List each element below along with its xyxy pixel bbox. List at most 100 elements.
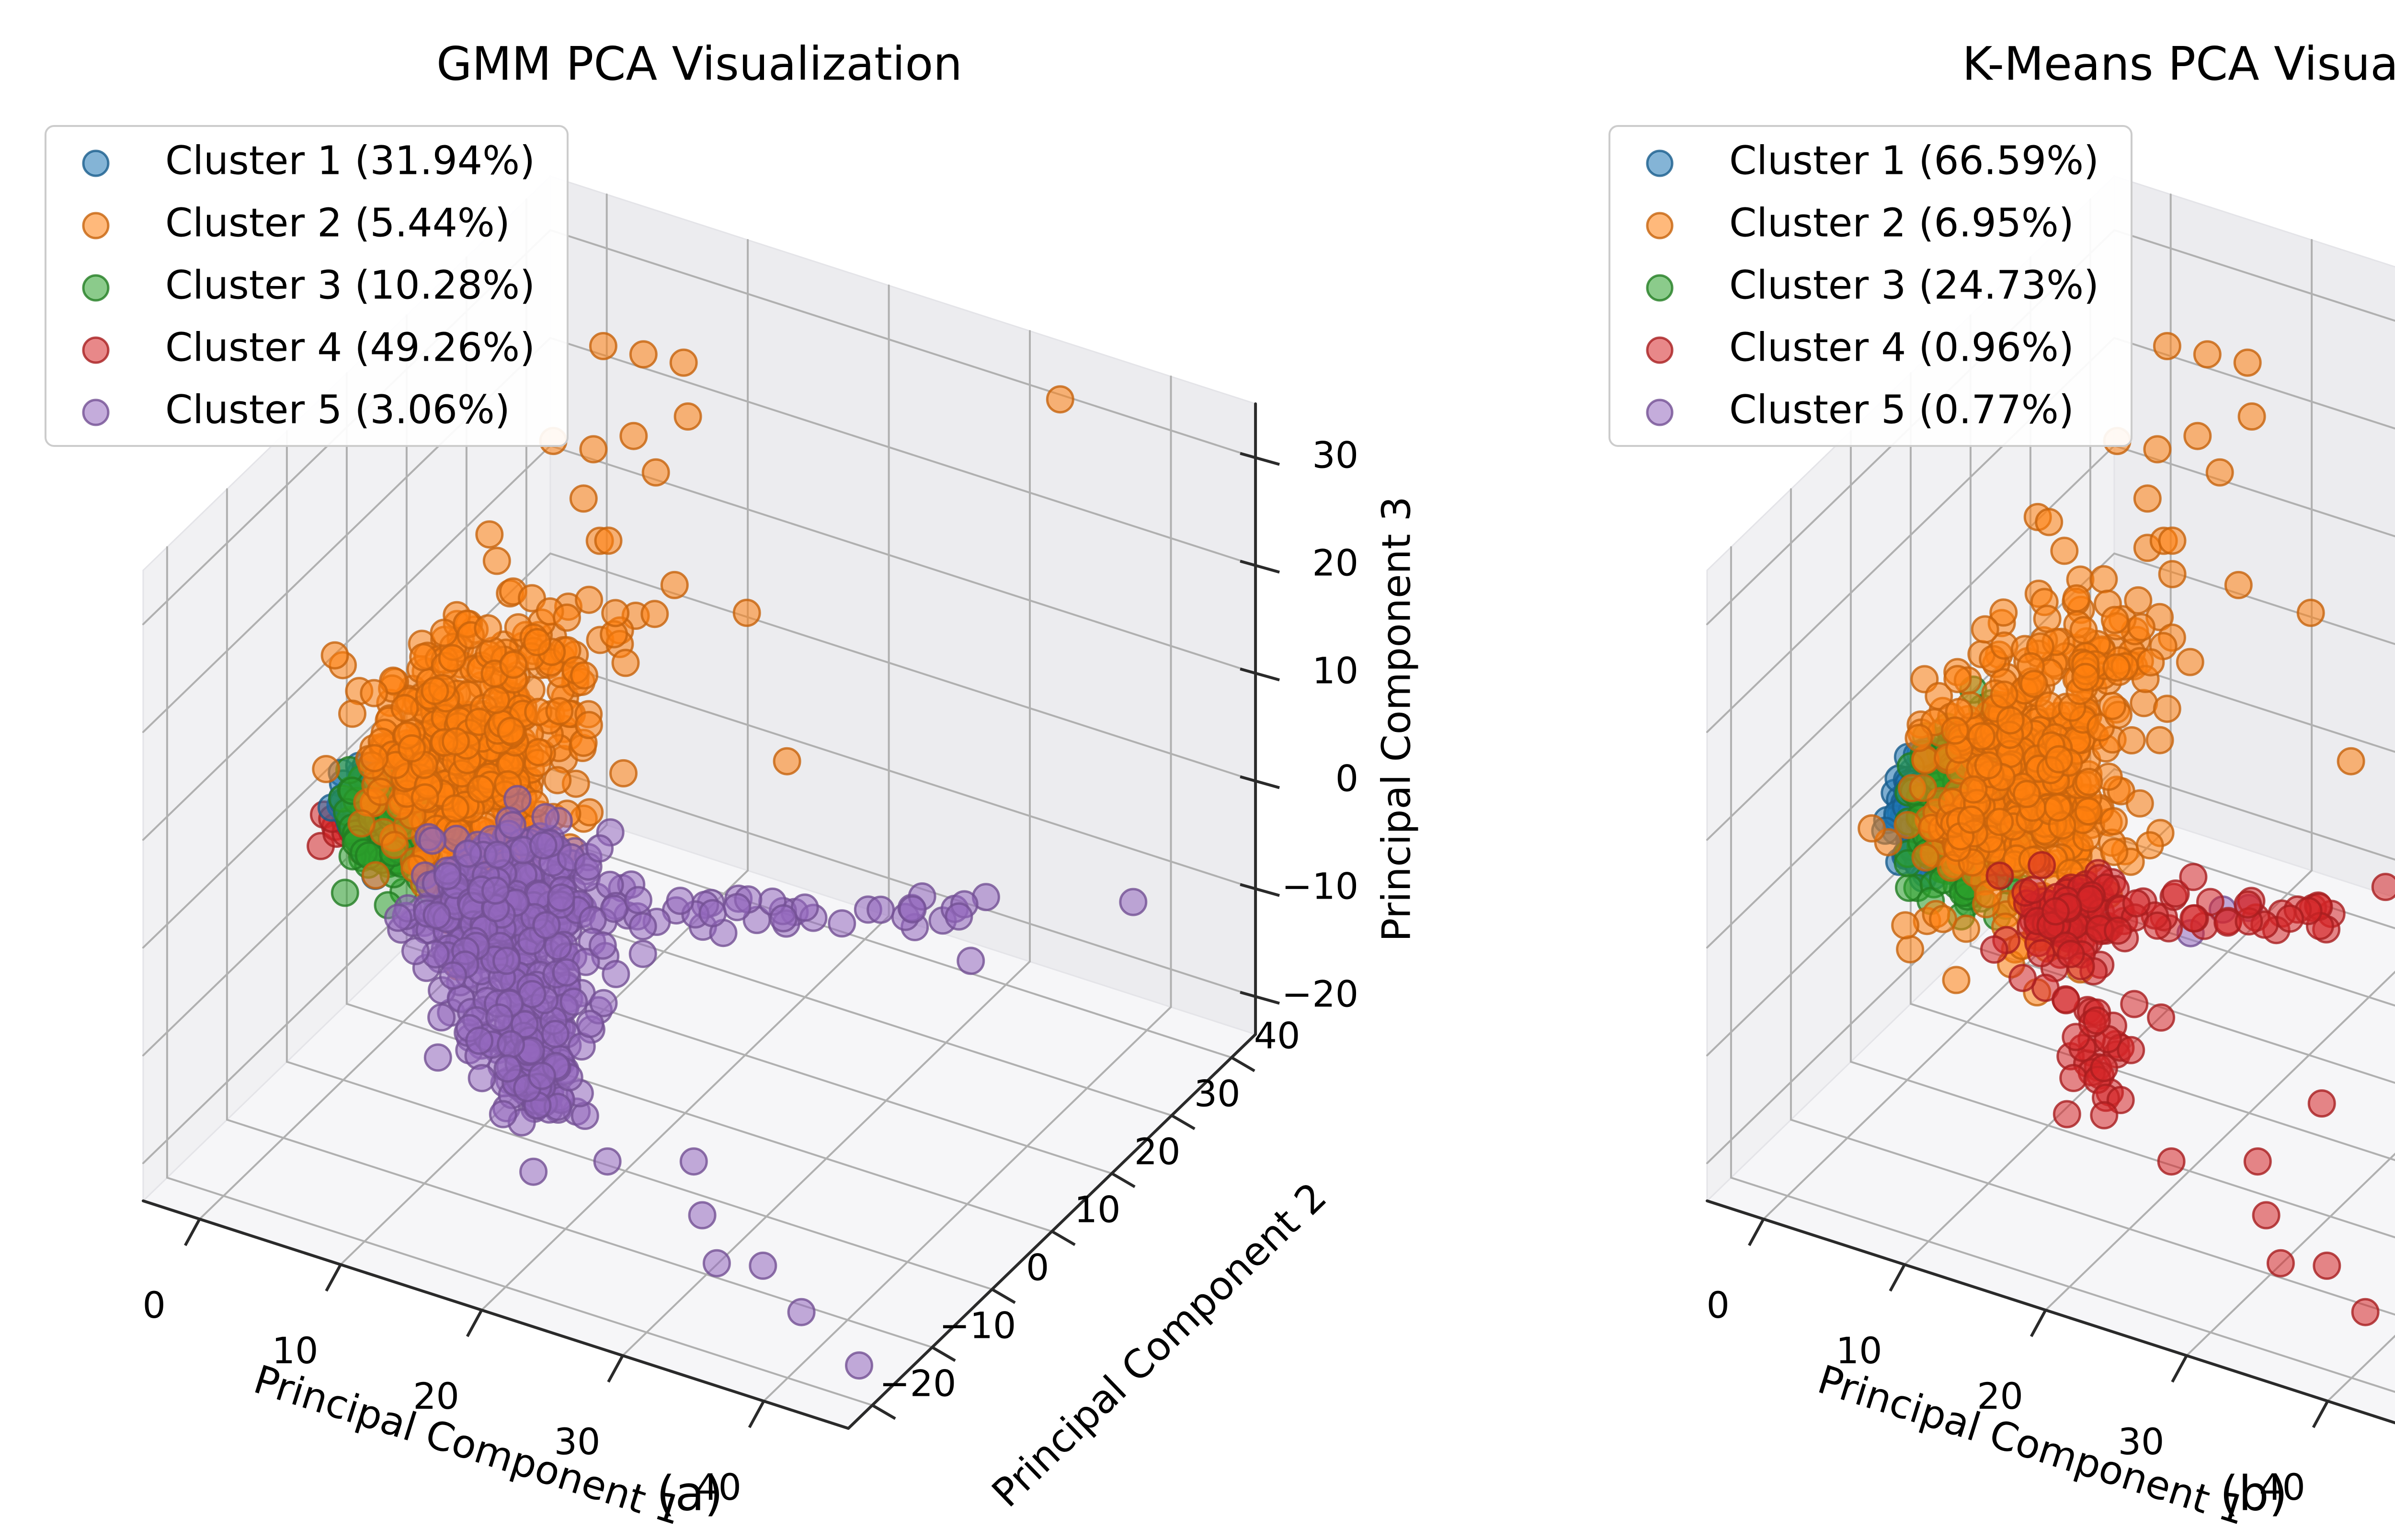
data-point [523, 628, 551, 656]
data-point [2161, 879, 2190, 908]
grid-z-rightwall [549, 445, 1257, 674]
data-point [2028, 851, 2056, 879]
data-point [2059, 1064, 2088, 1092]
data-point [628, 912, 657, 941]
grid-z-rightwall [549, 337, 1257, 567]
data-point [1943, 665, 1972, 694]
data-point [2050, 536, 2079, 565]
legend: Cluster 1 (66.59%) Cluster 2 (6.95%) Clust… [1608, 125, 2133, 447]
data-point [483, 841, 512, 869]
z-tick-label: 20 [1312, 541, 1358, 584]
legend-marker [82, 399, 110, 426]
data-point [312, 755, 341, 783]
data-point [423, 1043, 452, 1072]
legend-marker [1646, 399, 1674, 426]
data-point [475, 520, 504, 549]
data-point [390, 694, 419, 722]
data-point [749, 1251, 777, 1280]
data-point [1891, 911, 1920, 940]
data-point [2099, 807, 2128, 835]
data-point [2122, 889, 2151, 918]
data-point [1971, 615, 1999, 644]
z-tick-mark [1240, 559, 1280, 574]
data-point [2234, 890, 2262, 919]
data-point [492, 947, 521, 975]
x-tick-label: 20 [413, 1375, 459, 1417]
data-point [2157, 1147, 2186, 1176]
data-point [594, 526, 623, 555]
x-tick-mark [748, 1400, 765, 1428]
legend-marker [82, 274, 110, 302]
data-point [679, 1147, 708, 1176]
data-point [2158, 526, 2187, 555]
data-point [611, 649, 640, 677]
z-tick-mark [1240, 667, 1280, 682]
data-point [574, 711, 603, 740]
data-point [1967, 722, 1996, 751]
data-point [2147, 1003, 2176, 1032]
x-axis-spine [1705, 1199, 2395, 1425]
data-point [481, 876, 510, 905]
y-tick-mark [1051, 1230, 1076, 1246]
data-point [2062, 584, 2091, 613]
data-point [2053, 1100, 2081, 1129]
data-point [673, 402, 702, 431]
data-point [2100, 838, 2129, 866]
data-point [2069, 616, 2098, 644]
data-point [2033, 605, 2062, 633]
data-point [380, 831, 409, 859]
data-point [1911, 843, 1940, 872]
data-point [545, 697, 574, 726]
data-point [2183, 422, 2212, 450]
data-point [347, 809, 376, 838]
y-tick-label: 0 [1026, 1246, 1049, 1289]
legend-marker [82, 149, 110, 177]
subplot-letter-label: (b) [2220, 1465, 2288, 1521]
data-point [401, 937, 430, 965]
legend-marker [82, 212, 110, 240]
axis-spines [1705, 1199, 2395, 1425]
legend-marker [1646, 336, 1674, 364]
data-point [1893, 811, 1922, 839]
x-tick-mark [2312, 1400, 2329, 1428]
data-point [2135, 831, 2164, 860]
data-point [2276, 904, 2304, 933]
x-tick-label: 10 [272, 1329, 319, 1372]
data-point [433, 862, 462, 890]
data-point [609, 759, 638, 787]
x-axis-label: Principal Component 1 [249, 1357, 687, 1534]
data-point [1909, 774, 1938, 802]
data-point [2071, 662, 2100, 691]
data-point [2351, 1298, 2380, 1326]
x-tick-label: 20 [1977, 1375, 2023, 1417]
z-tick-mark [1240, 883, 1280, 897]
grid-z-rightwall [2113, 445, 2395, 537]
data-point [2090, 1101, 2119, 1129]
data-point [569, 484, 598, 513]
data-point [2008, 964, 2037, 992]
data-point [543, 766, 572, 795]
data-point [2102, 653, 2131, 682]
y-tick-label: −20 [879, 1362, 956, 1405]
data-point [498, 811, 527, 840]
x-tick-label: 30 [554, 1420, 601, 1463]
data-point [2056, 940, 2085, 969]
data-point [576, 1010, 604, 1038]
data-point [1905, 724, 1933, 753]
legend-marker [1646, 212, 1674, 240]
x-tick-mark [1889, 1264, 1906, 1292]
x-tick-label: 40 [695, 1466, 741, 1508]
x-axis-spine [141, 1199, 850, 1430]
data-point [624, 886, 652, 914]
data-point [2127, 613, 2156, 641]
data-point [493, 1054, 522, 1083]
grid-z-rightwall [549, 660, 1257, 890]
x-tick-label: 10 [1836, 1329, 1882, 1372]
data-point [666, 887, 695, 915]
data-point [360, 744, 389, 773]
data-point [427, 1003, 456, 1032]
data-point [438, 644, 467, 673]
data-point [497, 717, 525, 745]
subplot-a: 010203040−20−10010203040−20−100102030Pri… [45, 37, 1420, 1534]
